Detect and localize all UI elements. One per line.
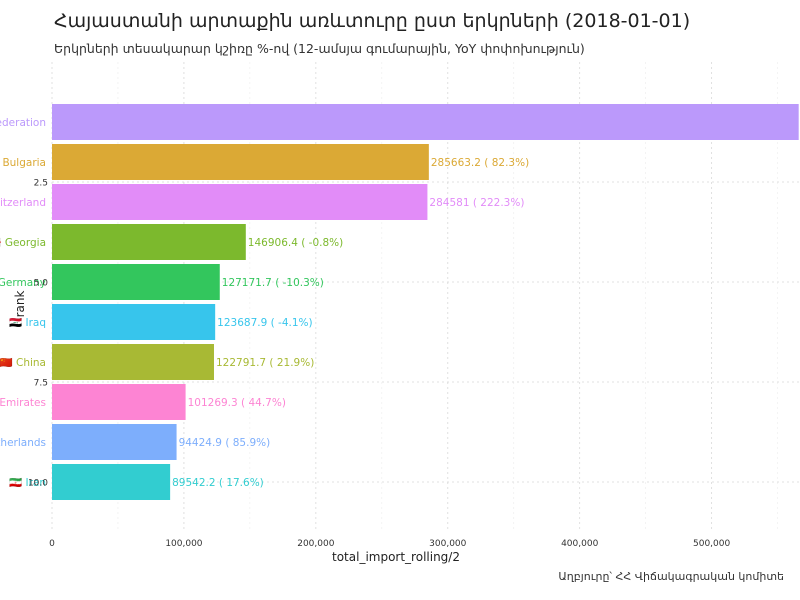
flag-icon: 🇨🇳 — [0, 357, 16, 369]
country-name: etherlands — [0, 437, 46, 449]
chart-subtitle: Երկրների տեսակարար կշիռը %-ով (12-ամսյա … — [54, 41, 585, 56]
x-tick-label: 400,000 — [561, 539, 598, 549]
country-label: 🇮🇶 Iraq — [9, 317, 46, 329]
country-label: 🇬🇪 Georgia — [0, 237, 46, 249]
bar-value-label: 146906.4 ( -0.8%) — [248, 237, 343, 249]
country-name: Emirates — [0, 397, 46, 409]
y-axis-label: rank — [13, 291, 27, 318]
x-tick-label: 0 — [49, 539, 55, 549]
x-tick-label: 500,000 — [693, 539, 730, 549]
bar-value-label: 89542.2 ( 17.6%) — [172, 477, 264, 489]
country-label: 🇨🇳 China — [0, 357, 46, 369]
bar-germany — [52, 264, 220, 300]
bar-value-label: 101269.3 ( 44.7%) — [188, 397, 286, 409]
x-tick-label: 200,000 — [297, 539, 334, 549]
y-tick-label: 7.5 — [34, 379, 48, 389]
flag-icon: 🇬🇪 — [0, 237, 5, 249]
bar-value-label: 94424.9 ( 85.9%) — [179, 437, 271, 449]
bar-iran — [52, 464, 171, 500]
country-label: 🇮🇷 Iran — [9, 477, 46, 489]
flag-icon: 🇮🇶 — [9, 317, 25, 329]
bar-value-label: 284581 ( 222.3%) — [429, 197, 524, 209]
x-axis-label: total_import_rolling/2 — [332, 550, 460, 564]
country-label: 🇧🇬 Bulgaria — [0, 157, 46, 169]
country-name: Iraq — [25, 317, 46, 329]
flag-icon: 🇮🇷 — [9, 477, 25, 489]
chart-caption: Աղբյուրը՝ ՀՀ Վիճակագրական կոմիտե — [558, 570, 784, 583]
country-name: Georgia — [5, 237, 46, 249]
bar-united-arab-emirates — [52, 384, 186, 420]
bar-value-label: 285663.2 ( 82.3%) — [431, 157, 529, 169]
country-name: Bulgaria — [2, 157, 46, 169]
country-name: Germany — [0, 277, 46, 289]
x-tick-label: 100,000 — [165, 539, 202, 549]
bar-switzerland — [52, 184, 428, 220]
y-tick-label: 5.0 — [34, 279, 49, 289]
country-label: Germany — [0, 277, 46, 289]
bar-russian-federation — [52, 104, 799, 140]
country-label: Emirates — [0, 397, 46, 409]
bar-netherlands — [52, 424, 177, 460]
flag-icon: 🇧🇬 — [0, 157, 2, 169]
y-tick-label: 2.5 — [34, 179, 48, 189]
bar-china — [52, 344, 214, 380]
bar-bulgaria — [52, 144, 429, 180]
x-tick-label: 300,000 — [429, 539, 466, 549]
country-name: Federation — [0, 117, 46, 129]
country-label: witzerland — [0, 197, 46, 209]
country-name: witzerland — [0, 197, 46, 209]
country-label: Federation — [0, 117, 46, 129]
bar-value-label: 127171.7 ( -10.3%) — [222, 277, 324, 289]
bar-georgia — [52, 224, 246, 260]
y-tick-label: 10.0 — [28, 479, 48, 489]
bar-iraq — [52, 304, 216, 340]
bar-value-label: 122791.7 ( 21.9%) — [216, 357, 314, 369]
bar-value-label: 123687.9 ( -4.1%) — [217, 317, 312, 329]
chart-title: Հայաստանի արտաքին առևտուրը ըստ երկրների … — [54, 10, 691, 32]
country-name: Iran — [25, 477, 46, 489]
country-label: etherlands — [0, 437, 46, 449]
country-name: China — [16, 357, 46, 369]
